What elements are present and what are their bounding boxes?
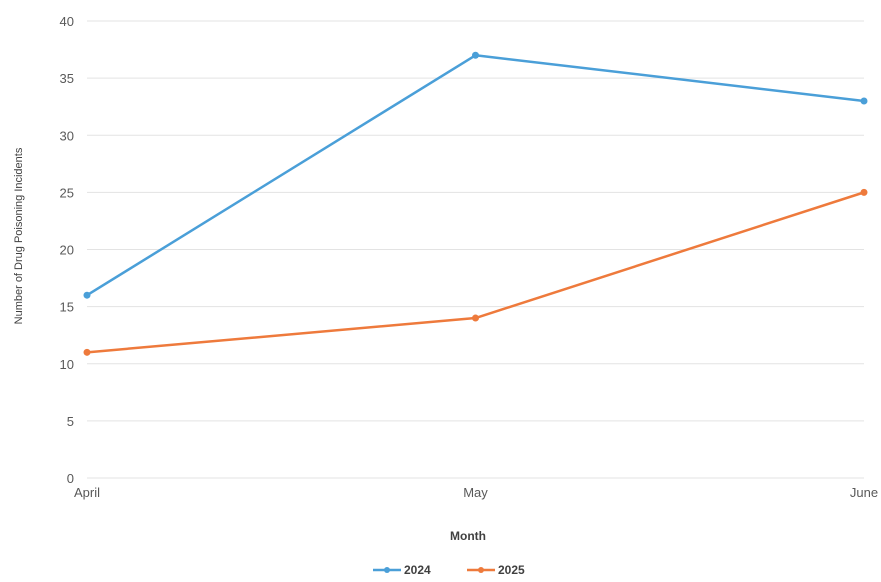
y-axis-tick-labels: 0 5 10 15 20 25 30 35 40	[60, 14, 74, 486]
point-2025-april	[83, 348, 91, 356]
legend-label-2024: 2024	[404, 563, 431, 577]
series-line-2024	[86, 54, 865, 297]
x-tick-label-june: June	[850, 485, 878, 500]
x-tick-label-april: April	[74, 485, 100, 500]
legend-marker-2024	[384, 567, 390, 573]
legend-label-2025: 2025	[498, 563, 525, 577]
point-2024-may	[472, 51, 479, 59]
y-tick-label-15: 15	[60, 300, 74, 315]
series-lines	[83, 51, 868, 356]
y-tick-label-30: 30	[60, 128, 74, 143]
y-tick-label-10: 10	[60, 357, 74, 372]
point-2024-june	[860, 97, 868, 105]
legend: 2024 2025	[373, 563, 525, 577]
legend-marker-2025	[478, 567, 484, 573]
y-axis-title: Number of Drug Poisoning Incidents	[13, 147, 25, 324]
y-tick-label-5: 5	[67, 414, 74, 429]
y-tick-label-0: 0	[67, 471, 74, 486]
point-2025-may	[472, 314, 479, 322]
legend-item-2024: 2024	[373, 563, 431, 577]
legend-item-2025: 2025	[467, 563, 525, 577]
point-2024-april	[83, 291, 91, 299]
x-tick-label-may: May	[463, 485, 488, 500]
x-axis-tick-labels: April May June	[74, 485, 878, 500]
y-tick-label-35: 35	[60, 71, 74, 86]
y-tick-label-40: 40	[60, 14, 74, 29]
y-tick-label-20: 20	[60, 243, 74, 258]
series-line-2025	[86, 191, 865, 354]
series-2024	[83, 51, 868, 299]
gridlines	[87, 20, 864, 479]
series-2025	[83, 188, 868, 356]
y-tick-label-25: 25	[60, 185, 74, 200]
x-axis-title: Month	[450, 529, 486, 543]
point-2025-june	[860, 188, 868, 196]
